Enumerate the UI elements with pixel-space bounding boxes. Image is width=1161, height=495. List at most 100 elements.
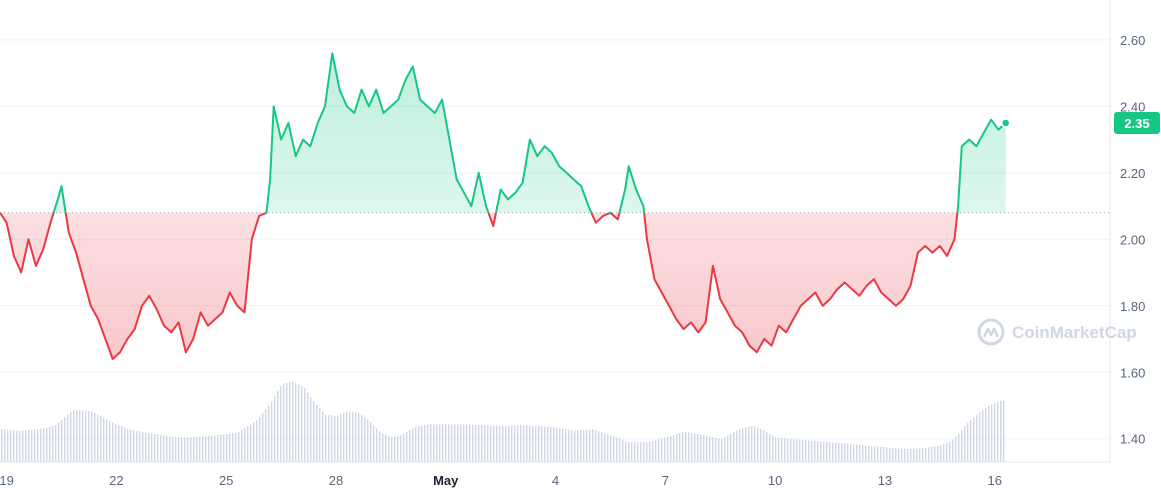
volume-bar xyxy=(799,439,801,462)
volume-bar xyxy=(343,412,345,462)
volume-bar xyxy=(940,445,942,462)
volume-bar xyxy=(772,435,774,462)
volume-bar xyxy=(238,431,240,462)
current-price-badge: 2.35 xyxy=(1114,111,1160,134)
volume-bar xyxy=(16,430,18,462)
volume-bar xyxy=(241,430,243,462)
volume-bar xyxy=(361,415,363,462)
volume-bar xyxy=(13,430,15,462)
volume-bar xyxy=(949,441,951,462)
volume-bar xyxy=(22,430,24,462)
volume-bar xyxy=(457,424,459,462)
volume-bar xyxy=(67,414,69,462)
volume-bar xyxy=(706,435,708,462)
volume-bar xyxy=(295,382,297,462)
volume-bar xyxy=(214,435,216,462)
volume-bar xyxy=(76,409,78,462)
volume-bar xyxy=(556,427,558,462)
volume-bar xyxy=(562,428,564,462)
x-tick-label: 19 xyxy=(0,473,14,488)
volume-bars xyxy=(1,381,1005,462)
volume-bar xyxy=(976,414,978,462)
volume-bar xyxy=(586,429,588,462)
volume-bar xyxy=(181,437,183,462)
volume-bar xyxy=(724,437,726,462)
volume-bar xyxy=(1000,400,1002,462)
volume-bar xyxy=(655,440,657,462)
volume-bar xyxy=(691,432,693,462)
y-tick-label: 2.60 xyxy=(1120,33,1145,48)
volume-bar xyxy=(793,439,795,462)
volume-bar xyxy=(505,425,507,462)
volume-bar xyxy=(937,445,939,462)
volume-bar xyxy=(943,444,945,462)
volume-bar xyxy=(355,412,357,462)
volume-bar xyxy=(700,434,702,462)
volume-bar xyxy=(886,447,888,462)
volume-bar xyxy=(328,414,330,462)
volume-bar xyxy=(994,402,996,462)
volume-bar xyxy=(607,434,609,462)
x-tick-label: 4 xyxy=(552,473,559,488)
volume-bar xyxy=(520,425,522,462)
volume-bar xyxy=(37,428,39,462)
volume-bar xyxy=(58,422,60,462)
volume-bar xyxy=(688,432,690,462)
volume-bar xyxy=(124,427,126,462)
volume-bar xyxy=(847,443,849,462)
volume-bar xyxy=(808,440,810,462)
volume-bar xyxy=(583,430,585,462)
volume-bar xyxy=(208,435,210,462)
volume-bar xyxy=(334,415,336,462)
volume-bar xyxy=(313,401,315,462)
volume-bar xyxy=(409,430,411,462)
volume-bar xyxy=(859,444,861,462)
volume-bar xyxy=(277,391,279,462)
x-tick-label: 28 xyxy=(329,473,343,488)
volume-bar xyxy=(967,422,969,462)
volume-bar xyxy=(547,426,549,462)
volume-bar xyxy=(211,435,213,462)
volume-bar xyxy=(253,422,255,462)
volume-bar xyxy=(589,429,591,462)
volume-bar xyxy=(535,425,537,462)
volume-bar xyxy=(160,435,162,462)
x-tick-label: 7 xyxy=(662,473,669,488)
x-tick-label: 22 xyxy=(109,473,123,488)
volume-bar xyxy=(925,447,927,462)
volume-bar xyxy=(340,414,342,462)
volume-bar xyxy=(871,445,873,462)
volume-bar xyxy=(268,405,270,462)
volume-bar xyxy=(1003,401,1005,462)
volume-bar xyxy=(592,429,594,462)
volume-bar xyxy=(31,429,33,462)
volume-bar xyxy=(481,425,483,462)
volume-bar xyxy=(394,436,396,462)
volume-bar xyxy=(274,396,276,462)
volume-bar xyxy=(436,424,438,462)
volume-bar xyxy=(667,436,669,462)
volume-bar xyxy=(901,448,903,462)
price-line-above-baseline xyxy=(0,52,1007,213)
volume-bar xyxy=(961,430,963,462)
volume-bar xyxy=(676,434,678,462)
volume-bar xyxy=(769,433,771,462)
volume-bar xyxy=(715,437,717,462)
volume-bar xyxy=(652,440,654,462)
volume-bar xyxy=(424,425,426,462)
volume-bar xyxy=(133,430,135,462)
volume-bar xyxy=(418,426,420,462)
volume-bar xyxy=(754,426,756,462)
volume-bar xyxy=(79,410,81,462)
volume-bar xyxy=(811,440,813,462)
volume-bar xyxy=(517,425,519,462)
volume-bar xyxy=(913,448,915,462)
volume-bar xyxy=(310,396,312,462)
volume-bar xyxy=(571,430,573,462)
volume-bar xyxy=(478,424,480,462)
volume-bar xyxy=(727,435,729,462)
volume-bar xyxy=(739,429,741,462)
volume-bar xyxy=(568,429,570,462)
